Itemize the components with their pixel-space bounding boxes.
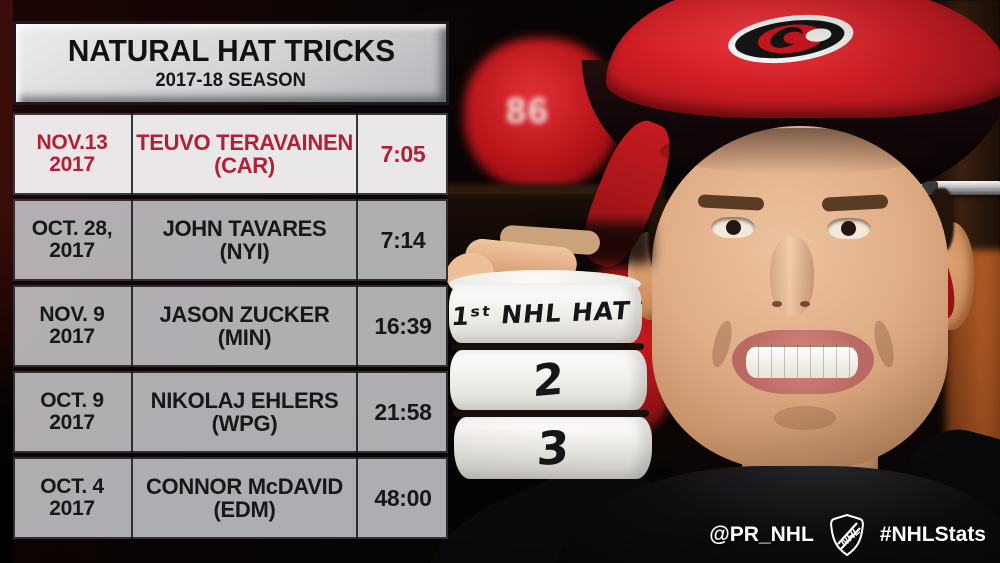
player-name: JASON ZUCKER (159, 301, 330, 327)
date-line1: NOV.13 (36, 130, 108, 154)
time-cell: 21:58 (358, 371, 448, 453)
player-cell: NIKOLAJ EHLERS (WPG) (133, 371, 358, 453)
date-line1: OCT. 4 (40, 474, 104, 498)
player-cell: CONNOR McDAVID (EDM) (133, 457, 358, 539)
puck-second-goal: 2 (450, 350, 647, 410)
time-value: 48:00 (374, 484, 432, 511)
date-line2: 2017 (49, 239, 95, 262)
iris (726, 220, 741, 235)
twitter-handle: @PR_NHL (709, 523, 814, 546)
nostril-left (772, 301, 782, 307)
date-cell: NOV. 9 2017 (13, 285, 133, 367)
chin-shadow (774, 406, 836, 430)
time-cell: 48:00 (358, 457, 448, 539)
stats-table: NOV.13 2017 TEUVO TERAVAINEN (CAR) 7:05 … (13, 113, 448, 539)
time-value: 7:05 (380, 140, 426, 167)
eye-left (711, 217, 755, 238)
date-cell: OCT. 9 2017 (13, 371, 133, 453)
locker-wall-strip (0, 0, 13, 563)
date-line2: 2017 (49, 153, 95, 176)
player-cell: JASON ZUCKER (MIN) (133, 285, 358, 367)
table-row: OCT. 9 2017 NIKOLAJ EHLERS (WPG) 21:58 (13, 371, 448, 453)
table-row: NOV. 9 2017 JASON ZUCKER (MIN) 16:39 (13, 285, 448, 367)
time-cell: 7:05 (358, 113, 448, 195)
time-value: 21:58 (374, 398, 432, 425)
puck-first-hat-trick: 1ˢᵗ NHL HAT TRI (449, 283, 642, 343)
date-cell: OCT. 28, 2017 (13, 199, 133, 281)
date-line1: NOV. 9 (39, 302, 105, 326)
player-name: TEUVO TERAVAINEN (136, 129, 353, 155)
date-line2: 2017 (49, 325, 95, 348)
nostril-right (800, 301, 810, 307)
puck-third-goal: 3 (454, 417, 652, 479)
puck-2-label: 2 (532, 353, 565, 407)
header-plaque: NATURAL HAT TRICKS 2017-18 SEASON (13, 21, 449, 105)
player-cell: JOHN TAVARES (NYI) (133, 199, 358, 281)
puck-3-label: 3 (535, 420, 571, 476)
date-cell: OCT. 4 2017 (13, 457, 133, 539)
player-team: (EDM) (213, 497, 276, 522)
time-cell: 7:14 (358, 199, 448, 281)
teeth (746, 345, 858, 378)
player-team: (CAR) (214, 153, 275, 178)
puck-stack: 1ˢᵗ NHL HAT TRI 2 3 (447, 270, 653, 484)
page-subtitle: 2017-18 SEASON (155, 69, 307, 91)
footer: @PR_NHL NHL #NHLStats (709, 514, 986, 556)
time-cell: 16:39 (358, 285, 448, 367)
player-team: (MIN) (217, 325, 272, 350)
iris (841, 221, 856, 236)
time-value: 16:39 (374, 312, 432, 339)
nhl-shield-icon: NHL (829, 514, 864, 556)
time-value: 7:14 (380, 226, 426, 253)
eye-right (827, 218, 871, 239)
puck-edge (451, 343, 644, 350)
player-name: JOHN TAVARES (162, 215, 327, 241)
brim-shadow (660, 128, 940, 174)
player-team: (WPG) (211, 411, 278, 436)
hashtag: #NHLStats (879, 523, 986, 546)
player-cell: TEUVO TERAVAINEN (CAR) (133, 113, 358, 195)
table-row: OCT. 28, 2017 JOHN TAVARES (NYI) 7:14 (13, 199, 448, 281)
table-row: NOV.13 2017 TEUVO TERAVAINEN (CAR) 7:05 (13, 113, 448, 195)
date-line1: OCT. 28, (31, 216, 113, 240)
table-row: OCT. 4 2017 CONNOR McDAVID (EDM) 48:00 (13, 457, 448, 539)
player-name: NIKOLAJ EHLERS (150, 387, 339, 413)
date-line1: OCT. 9 (40, 388, 104, 412)
date-line2: 2017 (49, 497, 95, 520)
player-name: CONNOR McDAVID (145, 473, 344, 499)
date-line2: 2017 (49, 411, 95, 434)
helmet-number: 86 (505, 90, 551, 131)
puck-1-label: 1ˢᵗ NHL HAT TRI (450, 293, 642, 331)
puck-edge (453, 410, 649, 417)
date-cell: NOV.13 2017 (13, 113, 133, 195)
player-team: (NYI) (219, 239, 270, 264)
page-title: NATURAL HAT TRICKS (67, 32, 395, 68)
